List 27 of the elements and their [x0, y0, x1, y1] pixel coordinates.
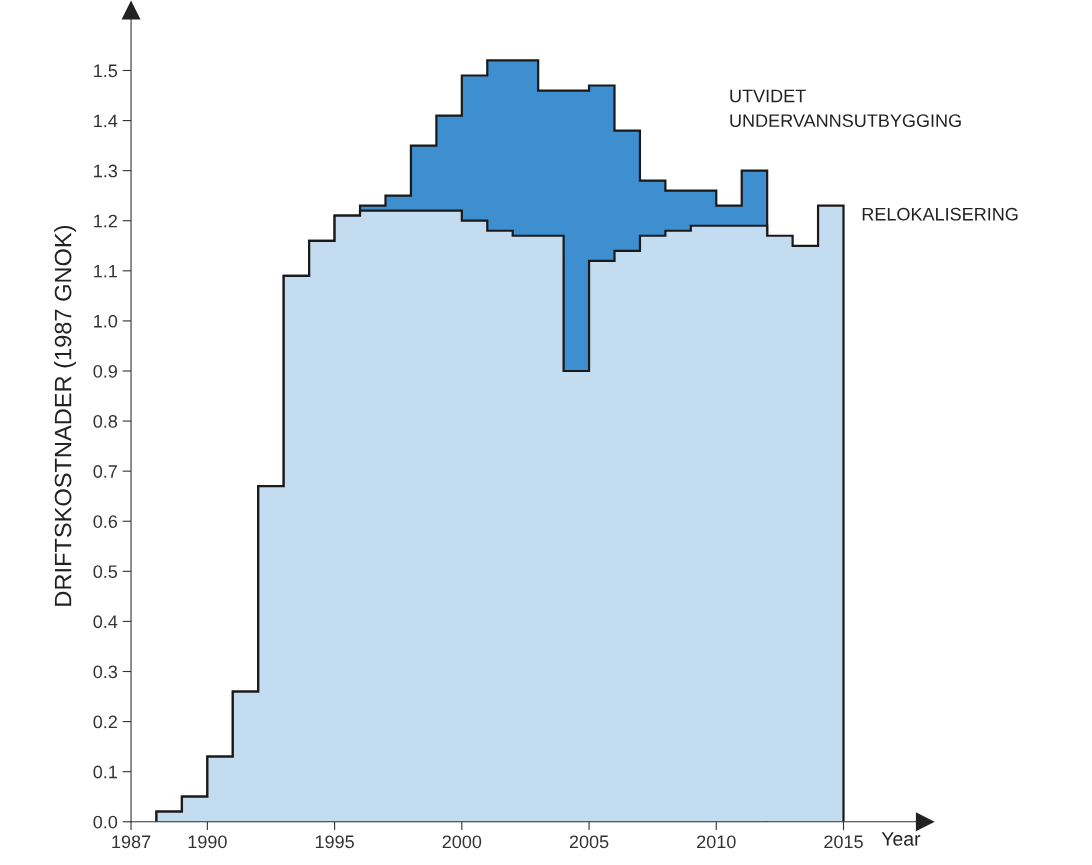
x-tick-label: 2000: [442, 835, 482, 849]
y-tick-label: 0.7: [93, 465, 117, 478]
y-tick-label: 1.1: [94, 264, 117, 278]
y-tick-label: 1.0: [94, 314, 118, 328]
y-tick-label: 0.8: [93, 415, 118, 428]
y-tick-label: 0.2: [93, 715, 117, 729]
x-axis-title: Year: [881, 832, 921, 846]
x-tick-label: 1990: [188, 835, 227, 849]
x-tick-label: 2010: [697, 835, 736, 849]
y-tick-label: 1.4: [94, 114, 118, 128]
text: UTVIDET UNDERVANNSUTBYGGING: [730, 89, 961, 128]
y-tick-label: 0.4: [93, 615, 118, 629]
x-tick-label: 2005: [569, 835, 609, 849]
x-tick-label: 1987: [112, 835, 151, 849]
series-label: RELOKALISERING: [862, 207, 1018, 221]
y-axis-title: DRIFTSKOSTNADER (1987 GNOK): [54, 225, 77, 606]
y-tick-label: 1.2: [94, 214, 117, 228]
y-tick-label: 1.5: [94, 64, 118, 78]
y-tick-label: 0.5: [93, 565, 118, 579]
y-tick-label: 0.3: [93, 665, 118, 679]
y-tick-label: 0.0: [93, 815, 118, 829]
x-tick-label: 2015: [824, 835, 863, 849]
y-tick-label: 0.1: [93, 765, 117, 779]
y-tick-label: 0.9: [93, 364, 117, 378]
y-tick-label: 1.3: [94, 164, 118, 178]
x-tick-label: 1995: [315, 835, 354, 849]
y-tick-label: 0.6: [93, 515, 118, 528]
